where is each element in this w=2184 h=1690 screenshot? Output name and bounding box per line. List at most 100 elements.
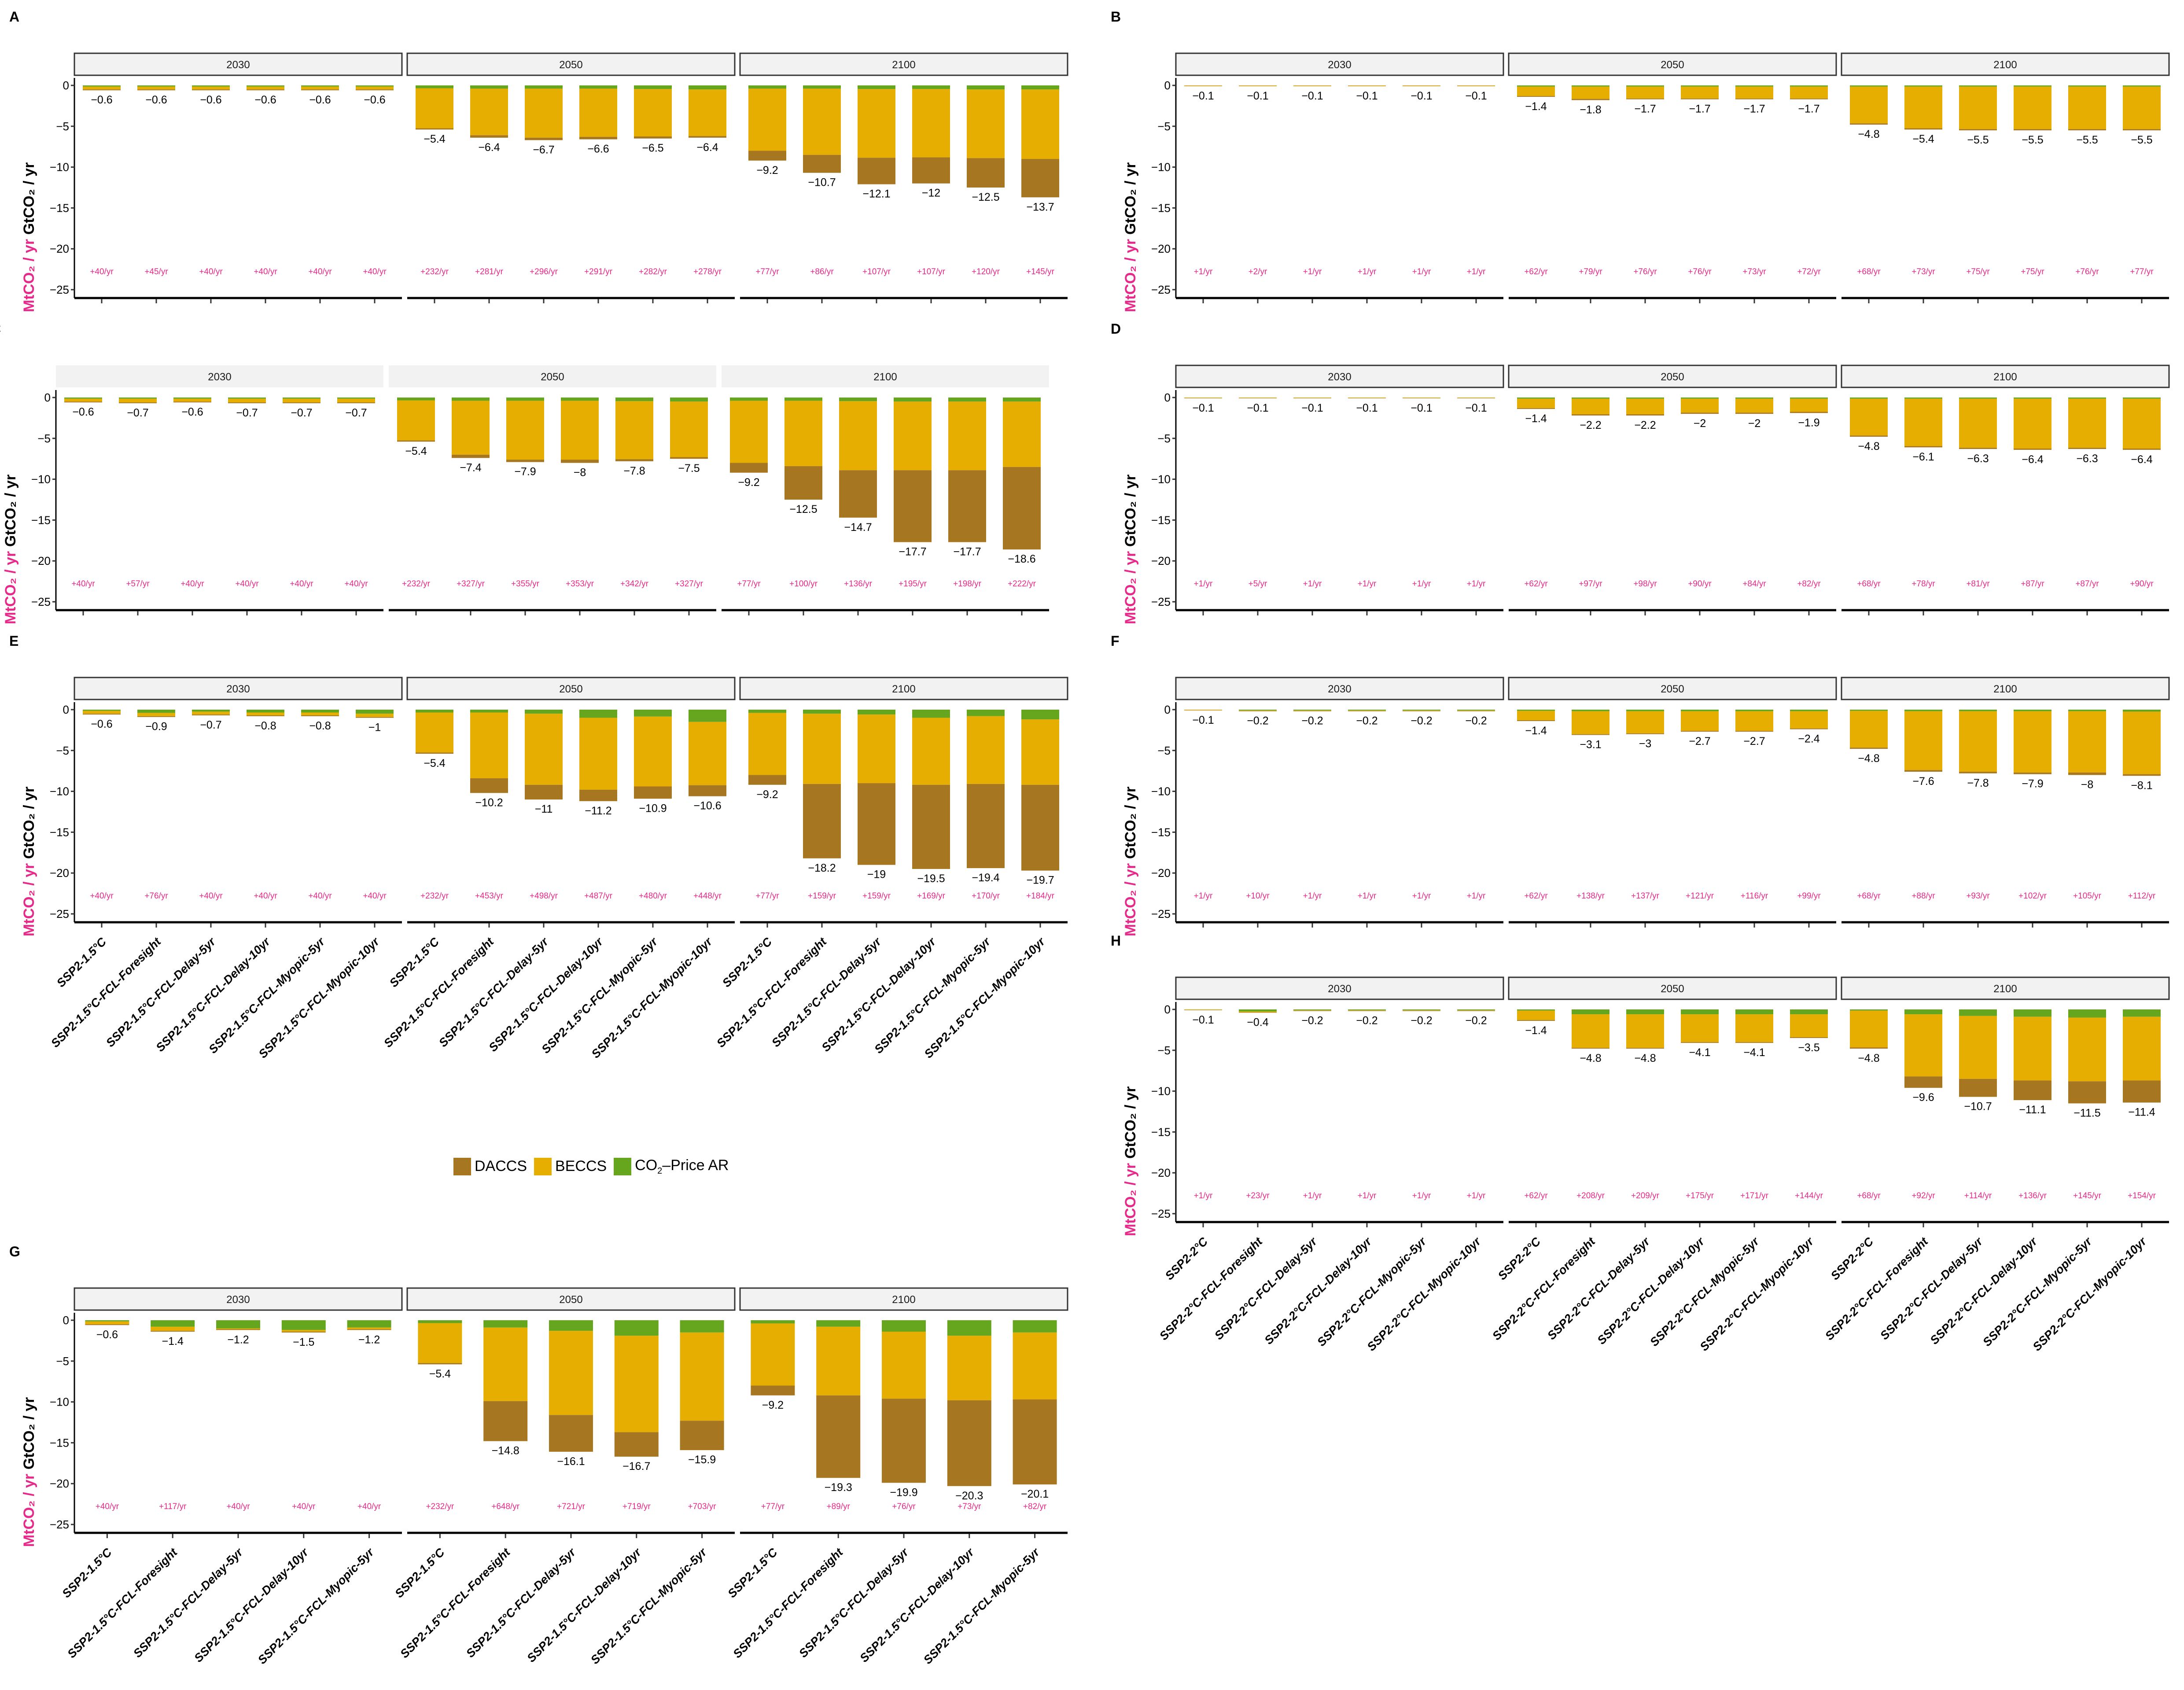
x-axis-label: SSP2-1.5°C-FCL-Foresight bbox=[65, 1545, 180, 1661]
bar-segment-co2-price-ar bbox=[1517, 398, 1555, 399]
x-axis-label: SSP2-1.5°C-FCL-Myopic-10yr bbox=[922, 935, 1048, 1061]
x-axis-label: SSP2-1.5°C bbox=[387, 935, 442, 990]
bar-segment-co2-price-ar bbox=[2014, 1009, 2051, 1017]
y-tick-label: −5 bbox=[1157, 120, 1171, 133]
bar-segment-daccs bbox=[1959, 448, 1997, 449]
rate-label: +90/yr bbox=[1688, 579, 1712, 589]
bar-total-label: −7.5 bbox=[678, 462, 700, 475]
bar-segment-co2-price-ar bbox=[85, 1320, 129, 1322]
bar-segment-co2-price-ar bbox=[1850, 85, 1888, 87]
bar-stack bbox=[1184, 710, 1222, 711]
bar-total-label: −11 bbox=[535, 803, 553, 815]
bar-segment-co2-price-ar bbox=[1457, 1009, 1495, 1010]
legend-label-beccs: BECCS bbox=[555, 1158, 607, 1175]
bar-total-label: −7.8 bbox=[623, 465, 645, 477]
bar-total-label: −1.7 bbox=[1743, 103, 1765, 115]
bar-total-label: −1.5 bbox=[293, 1336, 314, 1348]
bar-segment-daccs bbox=[748, 151, 786, 161]
bar-stack bbox=[2014, 710, 2051, 774]
bar-stack bbox=[1457, 710, 1495, 711]
rate-label: +159/yr bbox=[808, 891, 836, 901]
rate-label: +40/yr bbox=[363, 267, 387, 276]
rate-label: +40/yr bbox=[235, 579, 259, 589]
bar-segment-co2-price-ar bbox=[561, 398, 599, 401]
bar-segment-beccs bbox=[137, 713, 175, 716]
bar-segment-beccs bbox=[967, 89, 1005, 158]
rate-label: +232/yr bbox=[420, 267, 449, 276]
bar-stack bbox=[1572, 1009, 1609, 1049]
bar-total-label: −0.2 bbox=[1465, 1015, 1487, 1027]
rate-label: +453/yr bbox=[475, 891, 504, 901]
rate-label: +93/yr bbox=[1966, 891, 1990, 901]
bar-stack bbox=[948, 398, 986, 542]
y-tick-label: −10 bbox=[1151, 785, 1171, 798]
bar-segment-co2-price-ar bbox=[1790, 398, 1828, 399]
x-axis-label: SSP2-2°C-FCL-Delay-10yr bbox=[1595, 1234, 1707, 1347]
bar-segment-beccs bbox=[1681, 398, 1719, 413]
bar-segment-beccs bbox=[561, 401, 599, 460]
bar-segment-daccs bbox=[1850, 1047, 1888, 1049]
y-tick-label: 0 bbox=[1164, 391, 1171, 404]
y-tick-label: −10 bbox=[50, 161, 69, 174]
bar-segment-beccs bbox=[689, 722, 726, 785]
panel-letter: H bbox=[1111, 933, 1121, 949]
bar-segment-co2-price-ar bbox=[1626, 710, 1664, 711]
bar-segment-beccs bbox=[1790, 86, 1828, 99]
bar-segment-beccs bbox=[816, 1326, 861, 1395]
bar-segment-beccs bbox=[912, 718, 950, 785]
bar-stack bbox=[1293, 85, 1331, 86]
bar-segment-co2-price-ar bbox=[283, 398, 320, 399]
bar-total-label: −17.7 bbox=[953, 546, 981, 558]
rate-label: +278/yr bbox=[693, 267, 722, 276]
bar-stack bbox=[748, 710, 786, 785]
rate-label: +76/yr bbox=[1633, 267, 1657, 276]
bar-total-label: −0.1 bbox=[1465, 402, 1487, 414]
bar-stack bbox=[634, 85, 672, 139]
bar-segment-beccs bbox=[1517, 86, 1555, 96]
bar-segment-beccs bbox=[1517, 398, 1555, 409]
bar-stack bbox=[858, 710, 895, 865]
bar-segment-daccs bbox=[64, 401, 102, 403]
bar-segment-beccs bbox=[2123, 86, 2161, 129]
facet-strip bbox=[1175, 365, 1504, 388]
bar-stack bbox=[1735, 1009, 1773, 1043]
x-axis-label: SSP2-1.5°C-FCL-Myopic-5yr bbox=[588, 1545, 710, 1667]
bar-segment-daccs bbox=[1959, 129, 1997, 131]
panel-letter: C bbox=[0, 321, 1, 337]
bar-stack bbox=[1850, 1009, 1888, 1049]
bar-stack bbox=[1626, 710, 1664, 734]
x-axis-label: SSP2-2°C-FCL-Myopic-10yr bbox=[1365, 1234, 1484, 1354]
bar-stack bbox=[1517, 1009, 1555, 1021]
y-tick-label: −20 bbox=[1151, 242, 1171, 255]
y-tick-label: −10 bbox=[1151, 473, 1171, 486]
bar-total-label: −14.8 bbox=[492, 1445, 519, 1457]
facet-strip bbox=[1841, 677, 2170, 700]
rate-label: +107/yr bbox=[917, 267, 946, 276]
y-tick-label: −25 bbox=[1151, 1207, 1171, 1220]
bar-stack bbox=[1959, 85, 1997, 131]
bar-total-label: −0.7 bbox=[236, 407, 258, 419]
facet-strip-label-2100: 2100 bbox=[1993, 983, 2017, 995]
bar-total-label: −19.9 bbox=[890, 1486, 917, 1499]
bar-segment-beccs bbox=[1626, 711, 1664, 733]
bar-segment-daccs bbox=[192, 714, 230, 715]
bar-segment-daccs bbox=[858, 158, 895, 184]
bar-stack bbox=[967, 85, 1005, 188]
bar-segment-co2-price-ar bbox=[1904, 710, 1942, 711]
bar-segment-daccs bbox=[1681, 1042, 1719, 1043]
rate-label: +88/yr bbox=[1911, 891, 1935, 901]
bar-stack bbox=[1681, 710, 1719, 732]
facet-strip bbox=[739, 52, 1068, 76]
rate-label: +1/yr bbox=[1467, 267, 1486, 276]
bar-segment-co2-price-ar bbox=[64, 398, 102, 399]
bar-stack bbox=[947, 1320, 991, 1486]
y-axis-title-mtco2: MtCO₂ / yr bbox=[21, 863, 37, 936]
rate-label: +1/yr bbox=[1358, 579, 1377, 589]
rate-label: +195/yr bbox=[899, 579, 927, 589]
bar-total-label: −1.7 bbox=[1798, 103, 1819, 115]
legend: DACCS BECCS CO2–Price AR bbox=[453, 1157, 731, 1176]
bar-segment-daccs bbox=[1904, 770, 1942, 772]
bar-segment-beccs bbox=[1735, 86, 1773, 99]
bar-segment-co2-price-ar bbox=[1403, 710, 1440, 711]
bar-stack bbox=[1348, 1009, 1386, 1011]
